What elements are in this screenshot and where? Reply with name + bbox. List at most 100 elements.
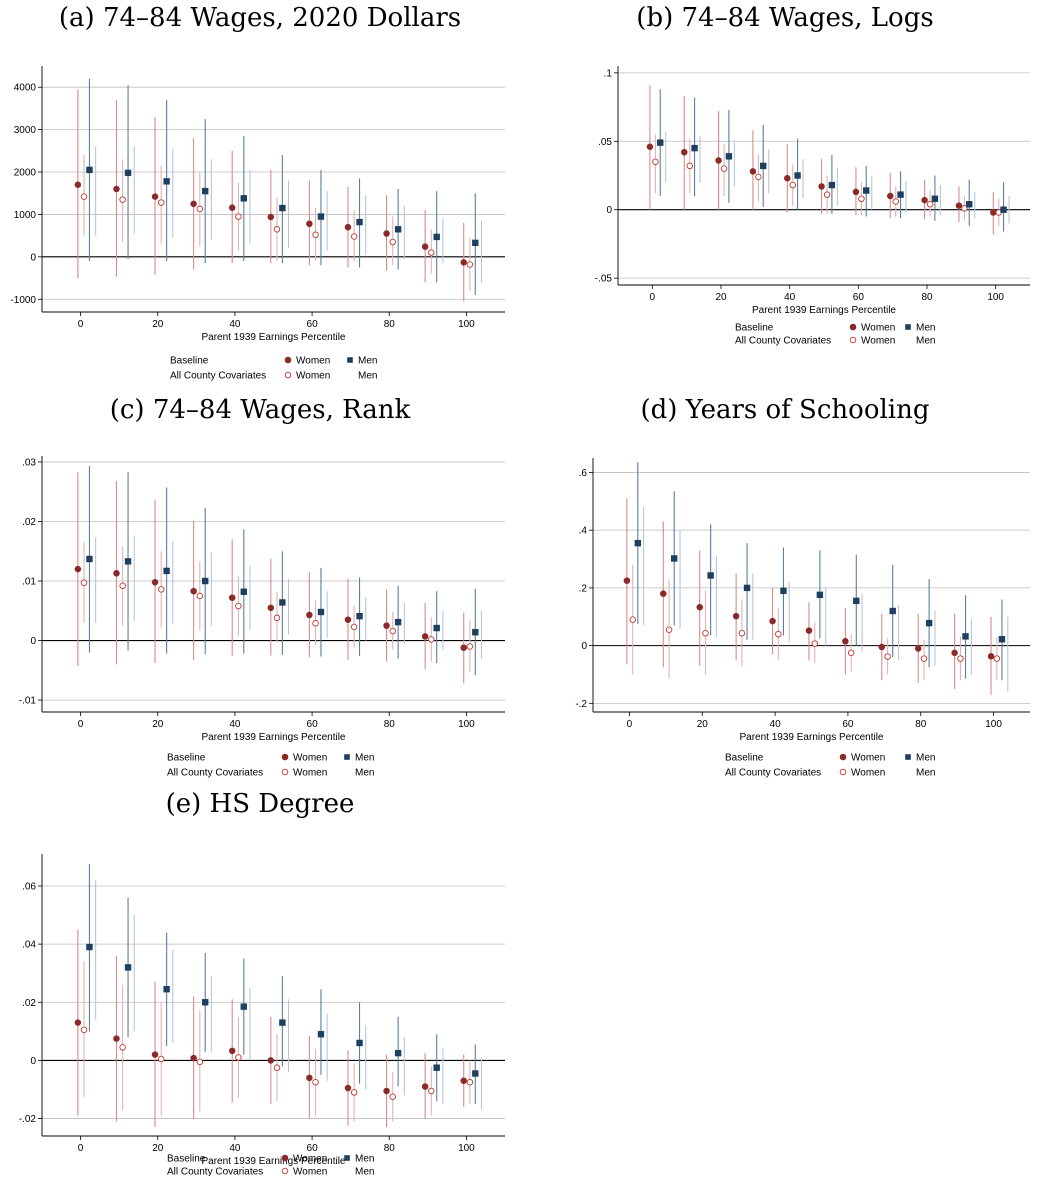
legend-women-covariates-label: Women bbox=[296, 371, 330, 382]
women-covariates-point bbox=[235, 213, 242, 220]
chart-title: (a) 74–84 Wages, 2020 Dollars bbox=[59, 3, 461, 33]
x-tick-label: 20 bbox=[697, 719, 709, 730]
women-baseline-point bbox=[660, 590, 667, 597]
legend: Baseline All County Covariates Women Men Wom… bbox=[735, 323, 935, 347]
women-covariates-point bbox=[920, 655, 928, 662]
legend-women-baseline-marker bbox=[284, 356, 292, 364]
legend-women-covariates-label: Women bbox=[861, 336, 895, 347]
y-tick-label: .01 bbox=[22, 577, 36, 588]
legend-row-baseline: Baseline bbox=[725, 753, 764, 764]
x-tick-label: 20 bbox=[152, 719, 164, 730]
men-baseline-point bbox=[634, 539, 641, 547]
women-baseline-point bbox=[769, 617, 776, 625]
women-covariates-point bbox=[273, 226, 281, 233]
legend-men-covariates-label: Men bbox=[916, 768, 935, 779]
x-tick-label: 0 bbox=[627, 719, 633, 730]
men-baseline-point bbox=[317, 213, 325, 220]
panel-a: (a) 74–84 Wages, 2020 Dollars -1000 0 1000 2… bbox=[0, 0, 520, 392]
x-tick-label: 20 bbox=[152, 319, 164, 330]
chart-years-schooling: (d) Years of Schooling -.2 0 .2 .4 .6 0 20 40 60 8… bbox=[575, 395, 1030, 779]
x-tick-label: 80 bbox=[384, 1143, 396, 1154]
x-tick-label: 80 bbox=[915, 719, 927, 730]
women-baseline-point bbox=[460, 1077, 467, 1085]
women-baseline-point bbox=[228, 1047, 236, 1055]
women-covariates-point bbox=[80, 193, 88, 200]
legend-women-covariates-marker bbox=[849, 336, 857, 344]
men-baseline-point bbox=[966, 201, 973, 208]
x-tick-label: 60 bbox=[853, 292, 865, 303]
legend: Baseline All County Covariates Women Men Wom… bbox=[167, 753, 374, 779]
chart-wages-logs: (b) 74–84 Wages, Logs -.05 0 .05 .1 0 20 40 60 80… bbox=[595, 3, 1030, 347]
women-baseline-point bbox=[228, 594, 236, 601]
women-covariates-point bbox=[389, 238, 396, 246]
men-baseline-point bbox=[86, 943, 93, 951]
panel-c: (c) 74–84 Wages, Rank -.01 0 .01 .02 .03 0 20 40… bbox=[0, 392, 520, 784]
panel-e: (e) HS Degree -.02 0 .02 .04 .06 0 20 40 60 80 100 P… bbox=[0, 784, 520, 1176]
women-baseline-point bbox=[267, 1057, 275, 1064]
women-covariates-point bbox=[389, 627, 396, 635]
women-baseline-point bbox=[74, 565, 82, 573]
y-tick-label: .2 bbox=[579, 583, 588, 594]
men-baseline-point bbox=[743, 584, 751, 592]
x-axis-label: Parent 1939 Earnings Percentile bbox=[202, 732, 346, 743]
women-covariates-point bbox=[196, 592, 204, 600]
y-tick-label: 4000 bbox=[14, 83, 37, 94]
women-baseline-point bbox=[228, 204, 236, 211]
x-tick-label: 0 bbox=[78, 719, 84, 730]
men-baseline-point bbox=[86, 555, 93, 563]
women-baseline-point bbox=[421, 633, 429, 640]
y-tick-label: .05 bbox=[598, 137, 612, 148]
x-tick-label: 80 bbox=[384, 719, 396, 730]
women-baseline-point bbox=[190, 200, 197, 208]
legend-row-covariates: All County Covariates bbox=[725, 768, 821, 779]
y-tick-label: .6 bbox=[579, 468, 588, 479]
women-covariates-point bbox=[738, 629, 746, 637]
legend-women-covariates-marker bbox=[281, 1167, 289, 1175]
y-tick-label: 0 bbox=[30, 1056, 36, 1067]
women-covariates-point bbox=[884, 653, 891, 660]
x-tick-label: 60 bbox=[307, 719, 319, 730]
women-covariates-point bbox=[312, 231, 319, 239]
women-covariates-point bbox=[119, 582, 126, 590]
women-baseline-point bbox=[151, 1051, 159, 1058]
panel-b: (b) 74–84 Wages, Logs -.05 0 .05 .1 0 20 40 60 80… bbox=[525, 0, 1045, 392]
x-tick-label: 40 bbox=[770, 719, 782, 730]
legend-women-covariates-marker bbox=[281, 768, 289, 776]
legend-men-covariates-label: Men bbox=[916, 336, 935, 347]
y-tick-label: 0 bbox=[30, 636, 36, 647]
legend-women-baseline-marker bbox=[281, 753, 289, 761]
legend-men-baseline-marker bbox=[347, 357, 353, 363]
women-baseline-point bbox=[267, 213, 275, 221]
women-covariates-point bbox=[665, 626, 673, 633]
women-baseline-point bbox=[921, 196, 928, 204]
women-baseline-point bbox=[113, 570, 120, 577]
y-tick-label: .06 bbox=[22, 881, 36, 892]
women-baseline-point bbox=[344, 223, 352, 231]
legend-row-baseline: Baseline bbox=[170, 356, 209, 367]
men-baseline-point bbox=[828, 181, 836, 189]
men-baseline-point bbox=[394, 226, 402, 233]
legend-men-covariates-label: Men bbox=[355, 1167, 374, 1177]
women-baseline-point bbox=[151, 193, 159, 200]
y-tick-label: -.2 bbox=[575, 699, 587, 710]
legend-women-baseline-marker bbox=[281, 1154, 289, 1162]
x-tick-label: 0 bbox=[78, 319, 84, 330]
women-baseline-point bbox=[914, 645, 922, 652]
men-baseline-point bbox=[472, 239, 479, 247]
men-baseline-point bbox=[279, 204, 286, 212]
women-baseline-point bbox=[623, 577, 631, 584]
men-baseline-point bbox=[472, 629, 479, 636]
women-baseline-point bbox=[113, 185, 120, 193]
legend-women-baseline-label: Women bbox=[861, 323, 895, 334]
men-baseline-point bbox=[279, 599, 286, 606]
women-baseline-point bbox=[344, 616, 352, 623]
women-covariates-point bbox=[350, 623, 358, 631]
x-axis-label: Parent 1939 Earnings Percentile bbox=[740, 732, 884, 743]
legend-women-baseline-label: Women bbox=[293, 753, 327, 764]
men-baseline-point bbox=[472, 1070, 479, 1077]
legend-women-covariates-label: Women bbox=[293, 1167, 327, 1177]
y-tick-label: .02 bbox=[22, 517, 36, 528]
y-tick-label: 0 bbox=[30, 252, 36, 263]
men-baseline-point bbox=[897, 191, 904, 198]
x-tick-label: 100 bbox=[458, 719, 475, 730]
